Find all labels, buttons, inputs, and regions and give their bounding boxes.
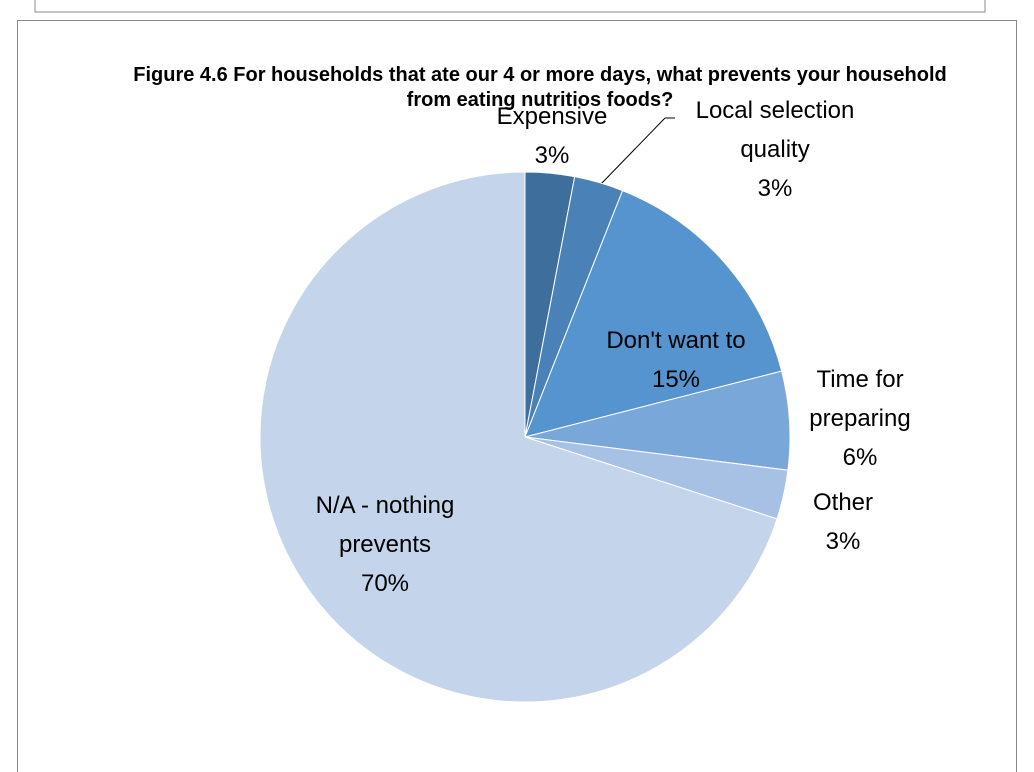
pie-slice [259, 171, 778, 703]
category-label: Local selection quality [695, 97, 855, 163]
value-label: 70% [360, 570, 410, 597]
pie-slice [524, 189, 783, 438]
category-label: Time for preparing [809, 366, 911, 432]
slice-label: N/A - nothing prevents 70% [295, 486, 475, 603]
slice-label: Other 3% [793, 483, 893, 561]
chart-title: Figure 4.6 For households that ate our 4… [133, 64, 947, 111]
category-label: Other [812, 489, 874, 516]
slice-label: Time for preparing 6% [795, 360, 925, 477]
slice-label: Local selection quality 3% [670, 91, 880, 208]
slice-label: Expensive 3% [477, 97, 627, 175]
category-label: Expensive [496, 103, 608, 130]
value-label: 6% [842, 444, 878, 471]
value-label: 3% [825, 528, 861, 555]
slice-label: Don't want to 15% [566, 321, 786, 399]
value-label: 3% [534, 142, 570, 169]
leader-line [599, 117, 666, 186]
upper-frame [34, 0, 986, 13]
category-label: N/A - nothing prevents [315, 492, 455, 558]
category-label: Don't want to [606, 327, 746, 354]
chart-frame [17, 20, 1017, 772]
value-label: 15% [651, 366, 701, 393]
value-label: 3% [757, 175, 793, 202]
